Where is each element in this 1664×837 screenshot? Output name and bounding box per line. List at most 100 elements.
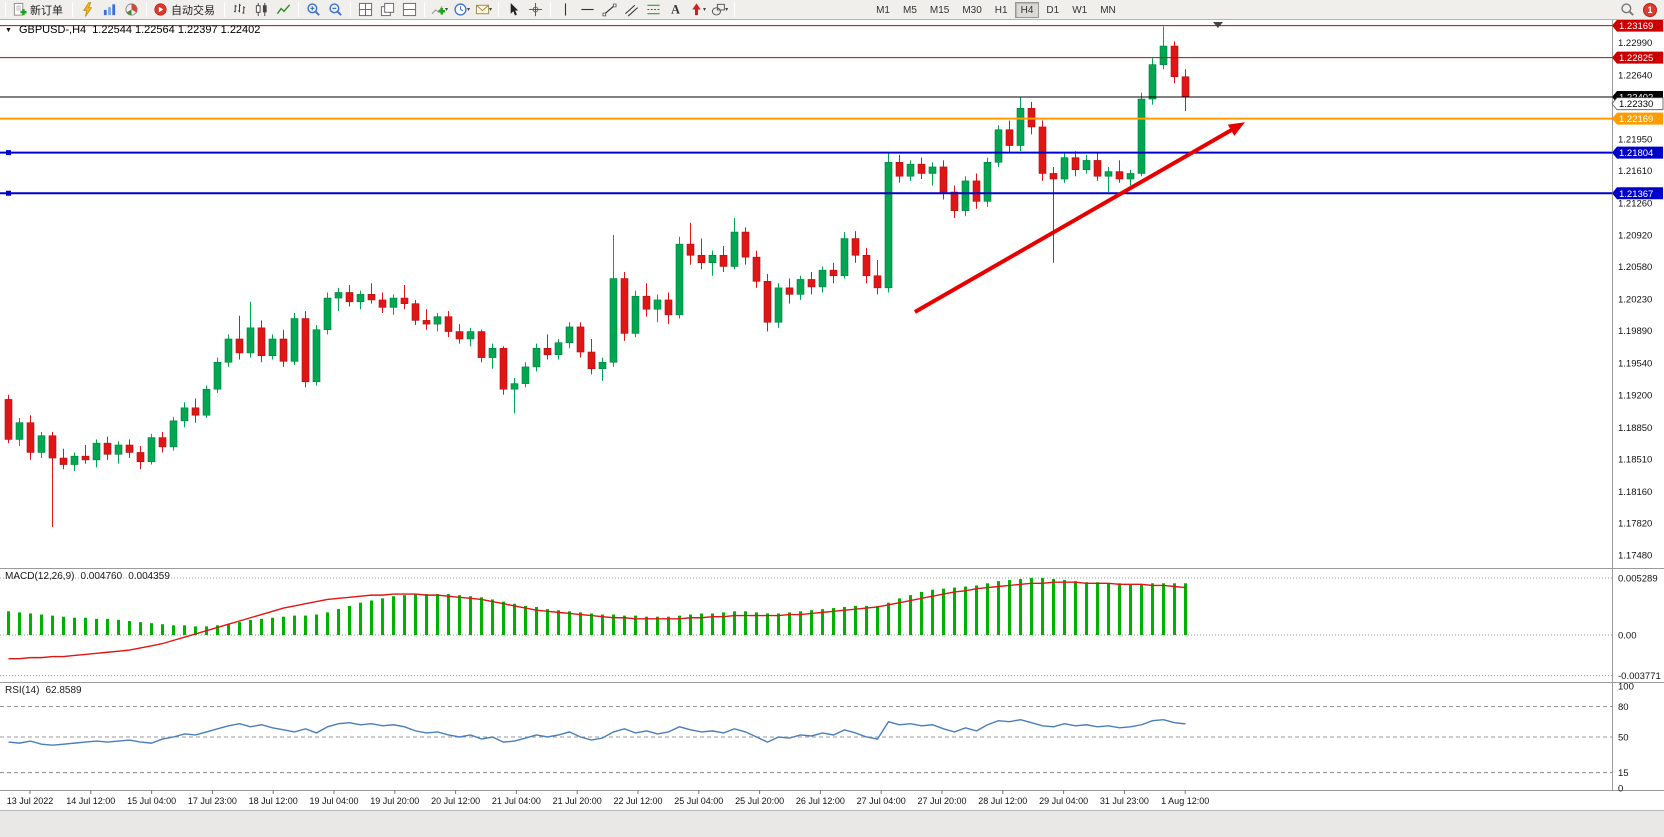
- candle-body: [81, 455, 90, 461]
- insert-indicator-button[interactable]: ▾: [429, 1, 450, 19]
- candle-body: [972, 180, 981, 202]
- line-handle[interactable]: [6, 190, 11, 196]
- candle-body: [103, 442, 112, 455]
- price-axis-label: 1.20920: [1618, 230, 1652, 241]
- rsi-axis-label: 80: [1618, 702, 1629, 713]
- candle-body: [1060, 157, 1069, 180]
- candle-body: [114, 444, 123, 455]
- chart-shift-marker[interactable]: [1213, 22, 1223, 28]
- candle-body: [983, 161, 992, 202]
- autotrading-button-label: 自动交易: [171, 4, 215, 17]
- candle-body: [356, 294, 365, 303]
- timeframe-MN[interactable]: MN: [1100, 4, 1116, 16]
- price-axis-label: 1.18160: [1618, 487, 1652, 498]
- line-handle[interactable]: [6, 150, 11, 156]
- candle-body: [763, 281, 772, 323]
- time-scale[interactable]: [0, 790, 1612, 810]
- chart-plot-area[interactable]: [0, 20, 1612, 568]
- arrange-icon: [402, 2, 417, 17]
- candle-body: [598, 361, 607, 370]
- period-button[interactable]: ▾: [451, 1, 472, 19]
- candlestick-chart-button[interactable]: [251, 1, 272, 19]
- fibonacci-button[interactable]: [643, 1, 664, 19]
- toolbar-separator: [734, 2, 736, 17]
- candle-body: [741, 231, 750, 258]
- dropdown-arrow-icon: ▾: [725, 7, 729, 13]
- profiles-button[interactable]: [121, 1, 142, 19]
- price-axis-label: 1.17820: [1618, 519, 1652, 530]
- shapes-button[interactable]: ▾: [709, 1, 730, 19]
- search-button[interactable]: [1617, 1, 1638, 19]
- candle-body: [378, 299, 387, 308]
- template-button[interactable]: ▾: [473, 1, 494, 19]
- dropdown-arrow-icon: ▾: [703, 7, 707, 13]
- candle-body: [488, 347, 497, 358]
- bar-chart-button[interactable]: [229, 1, 250, 19]
- candle-body: [301, 318, 310, 383]
- trend-arrow[interactable]: [913, 124, 1239, 314]
- time-axis-label: 27 Jul 04:00: [857, 796, 906, 806]
- candle-body: [180, 407, 189, 422]
- candle-body: [334, 292, 343, 299]
- timeframe-D1[interactable]: D1: [1046, 4, 1060, 16]
- channel-button[interactable]: [621, 1, 642, 19]
- candle-body: [202, 388, 211, 416]
- timeframe-H1[interactable]: H1: [994, 4, 1008, 16]
- timeframe-M15[interactable]: M15: [929, 4, 950, 16]
- zoom-out-button[interactable]: [325, 1, 346, 19]
- candle-body: [1093, 160, 1102, 177]
- trend-arrow-head[interactable]: [1227, 122, 1245, 136]
- time-axis-label: 25 Jul 04:00: [674, 796, 723, 806]
- candle-body: [158, 437, 167, 448]
- new-order-button[interactable]: 新订单: [10, 1, 68, 19]
- price-scale[interactable]: [1612, 20, 1664, 790]
- candle-body: [92, 442, 101, 461]
- toolbar-buttons: 新订单 自动交易 ▾ ▾ ▾ A ▾ ▾ M1 M5 M15 M30 H1 H4 D1 W1 MN: [2, 1, 1122, 19]
- candle-body: [796, 279, 805, 295]
- price-badge: [1612, 51, 1663, 64]
- metaeditor-button[interactable]: [77, 1, 98, 19]
- timeframe-M5[interactable]: M5: [902, 4, 917, 16]
- toolbar-separator: [550, 2, 552, 17]
- candle-body: [125, 444, 134, 453]
- price-badge-label: 1.21804: [1619, 148, 1653, 159]
- candle-body: [1082, 160, 1091, 171]
- price-axis-label: 1.20580: [1618, 262, 1652, 273]
- horizontal-line-button[interactable]: [577, 1, 598, 19]
- line-chart-button[interactable]: [273, 1, 294, 19]
- trendline-button[interactable]: [599, 1, 620, 19]
- timeframe-H4[interactable]: H4: [1014, 1, 1040, 18]
- autotrading-button[interactable]: 自动交易: [151, 1, 220, 19]
- vertical-line-button[interactable]: [555, 1, 576, 19]
- candle-body: [895, 161, 904, 177]
- timeframe-M30[interactable]: M30: [962, 4, 982, 16]
- arrows-button[interactable]: ▾: [687, 1, 708, 19]
- arrange-windows-button[interactable]: [399, 1, 420, 19]
- market-depth-button[interactable]: [99, 1, 120, 19]
- macd-pane[interactable]: [0, 568, 1612, 682]
- time-axis-label: 29 Jul 04:00: [1039, 796, 1088, 806]
- time-axis-label: 19 Jul 04:00: [309, 796, 358, 806]
- candle-body: [928, 166, 937, 174]
- candle-body: [1016, 108, 1025, 146]
- candle-body: [235, 338, 244, 354]
- candle-body: [510, 383, 519, 390]
- cascade-icon: [380, 2, 395, 17]
- text-button[interactable]: A: [665, 1, 686, 19]
- candle-body: [774, 287, 783, 323]
- timeframe-W1[interactable]: W1: [1072, 4, 1088, 16]
- zoom-in-button[interactable]: [303, 1, 324, 19]
- timeframe-M1[interactable]: M1: [876, 4, 890, 16]
- tile-windows-button[interactable]: [355, 1, 376, 19]
- cursor-button[interactable]: [503, 1, 524, 19]
- cascade-windows-button[interactable]: [377, 1, 398, 19]
- candle-body: [1027, 108, 1036, 128]
- candle-body: [884, 161, 893, 289]
- price-badge: [1611, 97, 1664, 111]
- price-badge: [1612, 146, 1663, 159]
- notification-badge[interactable]: 1: [1643, 2, 1657, 17]
- toolbar-separator: [350, 2, 351, 17]
- time-axis-label: 15 Jul 04:00: [127, 796, 176, 806]
- crosshair-button[interactable]: [525, 1, 546, 19]
